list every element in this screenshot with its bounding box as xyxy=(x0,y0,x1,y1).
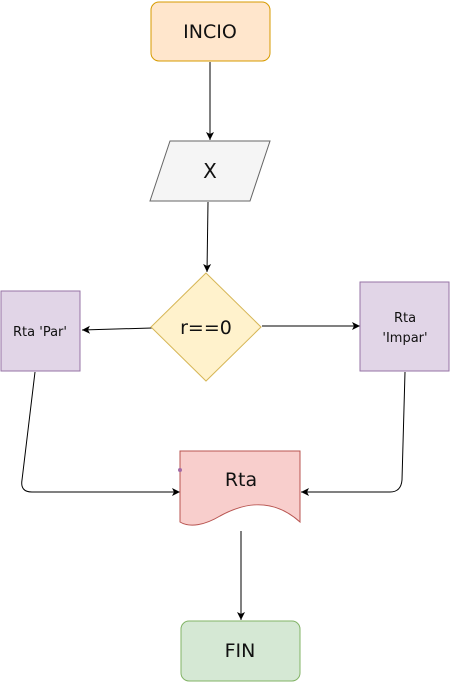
edge-input-to-decision xyxy=(203,201,212,273)
edge-left-output-to-document xyxy=(21,371,180,496)
end-label: FIN xyxy=(225,640,256,662)
right-output-label-line2: 'Impar' xyxy=(382,331,427,346)
document-handle-dot xyxy=(178,468,182,472)
decision-label: r==0 xyxy=(180,317,232,339)
input-label: X xyxy=(203,159,217,183)
document-label: Rta xyxy=(225,469,257,491)
left-output-label: Rta 'Par' xyxy=(13,325,67,340)
input-node[interactable]: X xyxy=(149,140,271,202)
edges xyxy=(21,62,406,620)
edge-decision-to-left-output xyxy=(81,325,153,334)
start-node[interactable]: INCIO xyxy=(150,1,271,62)
right-output-label-line1: Rta xyxy=(394,311,416,326)
end-node[interactable]: FIN xyxy=(180,620,301,682)
edge-right-output-to-document xyxy=(301,371,406,496)
decision-node[interactable]: r==0 xyxy=(150,272,262,382)
left-output-node[interactable]: Rta 'Par' xyxy=(0,290,81,372)
document-node[interactable]: Rta xyxy=(178,450,301,526)
start-label: INCIO xyxy=(183,21,237,43)
right-output-node[interactable]: Rta 'Impar' xyxy=(359,281,450,372)
